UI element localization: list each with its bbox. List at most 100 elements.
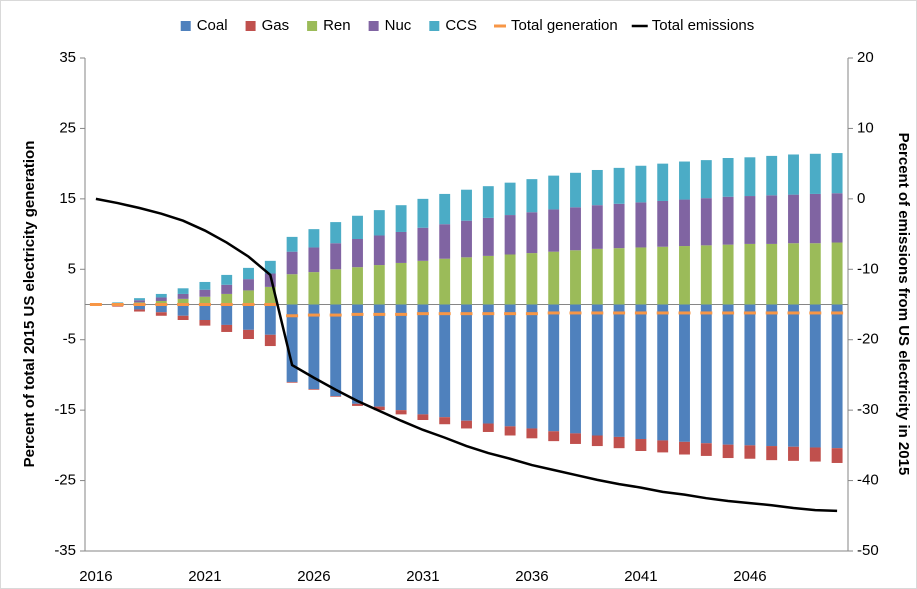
bar bbox=[831, 193, 843, 243]
x-tick-label: 2026 bbox=[297, 568, 330, 585]
bar bbox=[831, 242, 843, 305]
bar bbox=[243, 279, 254, 291]
bar bbox=[809, 193, 821, 244]
bar bbox=[679, 246, 690, 305]
bar bbox=[504, 254, 516, 305]
bar bbox=[744, 196, 756, 244]
legend-swatch bbox=[307, 21, 318, 31]
bar bbox=[177, 293, 189, 299]
bar bbox=[482, 186, 494, 218]
bar bbox=[700, 198, 712, 246]
bar bbox=[722, 244, 734, 305]
bar bbox=[504, 304, 516, 427]
bar bbox=[221, 324, 233, 332]
bar bbox=[744, 445, 756, 459]
y2-tick-label: 0 bbox=[857, 190, 865, 207]
legend-label: Total emissions bbox=[652, 17, 755, 34]
x-tick-label: 2021 bbox=[188, 568, 221, 585]
bar bbox=[809, 153, 821, 194]
bar bbox=[657, 200, 669, 247]
bar bbox=[570, 172, 581, 208]
bar bbox=[657, 304, 669, 441]
bar bbox=[221, 274, 233, 285]
bar bbox=[504, 182, 516, 216]
bar bbox=[613, 203, 625, 249]
bar bbox=[221, 284, 233, 294]
bar bbox=[395, 262, 407, 305]
bar bbox=[308, 389, 320, 390]
legend-label: Ren bbox=[323, 17, 351, 34]
bar bbox=[308, 229, 320, 248]
legend-swatch bbox=[368, 21, 379, 31]
x-tick-label: 2041 bbox=[624, 568, 657, 585]
bar bbox=[155, 300, 167, 305]
bar bbox=[155, 312, 167, 316]
y2-axis-title: Percent of emissions from US electricity… bbox=[895, 133, 912, 476]
y-tick-label: 15 bbox=[59, 190, 76, 207]
y2-tick-label: -30 bbox=[857, 401, 879, 418]
bar bbox=[635, 247, 647, 305]
x-tick-label: 2031 bbox=[406, 568, 439, 585]
bar bbox=[700, 245, 712, 305]
bar bbox=[417, 304, 429, 415]
y-tick-label: 25 bbox=[59, 119, 76, 136]
bar bbox=[548, 304, 560, 432]
bar bbox=[439, 304, 451, 418]
bar bbox=[613, 167, 625, 204]
bar bbox=[417, 414, 429, 421]
legend-label: Total generation bbox=[511, 17, 618, 34]
bar bbox=[395, 304, 407, 411]
bar bbox=[635, 439, 647, 451]
bar bbox=[679, 304, 690, 442]
bar bbox=[613, 248, 625, 305]
bar bbox=[591, 435, 603, 447]
legend-label: CCS bbox=[445, 17, 477, 34]
bar bbox=[373, 265, 385, 305]
bar bbox=[177, 304, 189, 316]
bar bbox=[591, 205, 603, 249]
y2-tick-label: -50 bbox=[857, 542, 879, 559]
bar bbox=[570, 304, 581, 434]
bar bbox=[134, 298, 145, 301]
legend-label: Gas bbox=[262, 17, 290, 34]
bar bbox=[766, 446, 778, 461]
bar bbox=[548, 175, 560, 210]
legend-label: Nuc bbox=[385, 17, 412, 34]
bar bbox=[831, 448, 843, 463]
bar bbox=[134, 304, 145, 310]
bar bbox=[788, 304, 799, 447]
bar bbox=[788, 154, 799, 195]
bar bbox=[635, 304, 647, 440]
bar bbox=[199, 281, 211, 290]
line bbox=[95, 197, 838, 513]
bar bbox=[352, 215, 363, 240]
bar bbox=[199, 296, 211, 305]
bar bbox=[243, 304, 254, 330]
bar bbox=[330, 222, 342, 244]
bar bbox=[591, 169, 603, 206]
bar bbox=[809, 304, 821, 448]
bar bbox=[243, 267, 254, 280]
legend-swatch bbox=[180, 21, 191, 31]
bar bbox=[330, 304, 342, 397]
bar bbox=[439, 258, 451, 305]
bar bbox=[177, 288, 189, 294]
bar bbox=[461, 220, 472, 258]
bar bbox=[744, 304, 756, 446]
bar bbox=[264, 286, 276, 305]
bar bbox=[526, 428, 538, 439]
bar bbox=[722, 444, 734, 459]
bar bbox=[722, 158, 734, 197]
bar bbox=[831, 153, 843, 194]
bar bbox=[788, 446, 799, 461]
bar bbox=[134, 309, 145, 312]
x-tick-label: 2016 bbox=[79, 568, 112, 585]
bar bbox=[722, 304, 734, 445]
bar bbox=[744, 157, 756, 197]
bar bbox=[482, 255, 494, 305]
bar bbox=[330, 396, 342, 397]
bar bbox=[461, 189, 472, 221]
bar bbox=[286, 251, 298, 275]
bar bbox=[395, 205, 407, 232]
bar bbox=[395, 231, 407, 263]
